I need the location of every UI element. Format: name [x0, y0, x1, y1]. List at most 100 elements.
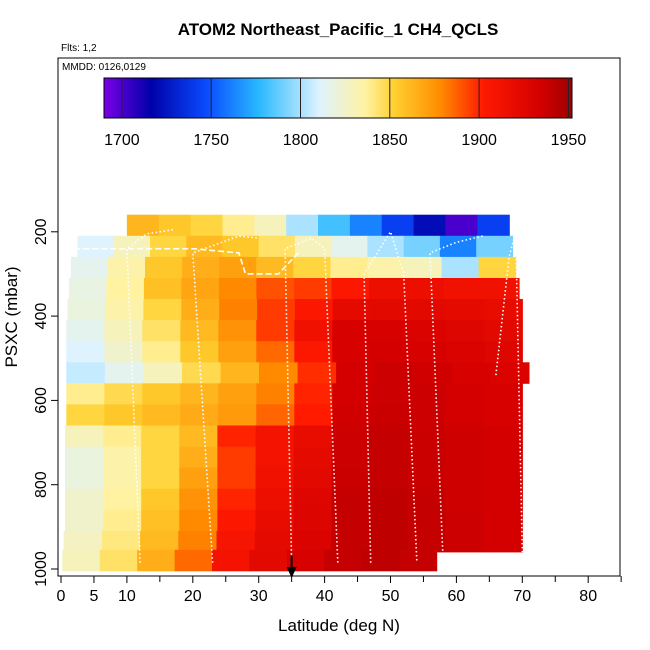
colorbar-gradient: [103, 77, 573, 119]
heat-cell: [255, 488, 295, 511]
heat-cell: [331, 509, 371, 532]
heat-cell: [331, 530, 370, 553]
track-line: [191, 235, 259, 563]
flights-label: Flts: 1,2: [61, 43, 97, 54]
heat-cell: [106, 278, 145, 300]
colorbar: 1700 1750 1800 1850 1900 1950: [103, 77, 586, 149]
heat-cell: [99, 549, 138, 572]
heat-cell: [65, 467, 104, 490]
heat-cell: [108, 256, 146, 279]
heat-cell: [126, 214, 160, 237]
heat-cell: [216, 530, 256, 553]
heat-cell: [218, 320, 257, 342]
heat-cell: [478, 256, 517, 279]
y-tick-label: 400: [33, 303, 50, 330]
heat-cell: [367, 235, 405, 258]
heat-cell: [446, 446, 485, 469]
heat-cell: [137, 549, 176, 572]
heat-cell: [66, 404, 105, 426]
heat-cell: [141, 425, 180, 447]
track-line: [126, 228, 174, 563]
heat-cell: [142, 404, 181, 426]
heat-cell: [293, 425, 333, 447]
heat-cell: [408, 488, 447, 511]
heat-cell: [413, 214, 447, 237]
x-tick-label: 40: [316, 588, 334, 605]
heat-cell: [68, 278, 107, 300]
heat-cell: [255, 425, 295, 447]
heat-cell: [408, 341, 447, 363]
heat-cell: [331, 467, 371, 490]
heat-cell: [293, 509, 333, 532]
heat-cell: [332, 299, 372, 321]
heat-cell: [258, 235, 296, 258]
heat-cell: [324, 549, 363, 572]
heat-cell: [369, 509, 409, 532]
heat-cell: [332, 341, 371, 363]
heat-cell: [62, 549, 101, 572]
track-line: [74, 247, 299, 275]
heat-cell: [181, 299, 220, 321]
heat-cell: [370, 299, 410, 321]
latitude-marker: [286, 556, 297, 578]
heat-cell: [65, 488, 104, 511]
heat-cell: [370, 383, 409, 405]
heat-cell: [179, 446, 218, 469]
heat-cell: [103, 467, 142, 490]
y-tick-label: 600: [33, 387, 50, 414]
y-axis-label: PSXC (mbar): [2, 266, 21, 367]
heat-cell: [256, 320, 295, 342]
heat-cell: [113, 235, 151, 258]
heat-cell: [481, 278, 520, 300]
y-tick-label: 200: [33, 218, 50, 245]
heat-cell: [179, 488, 218, 511]
heat-cell: [446, 383, 485, 405]
heat-cell: [332, 320, 371, 342]
heat-cell: [217, 425, 257, 447]
heat-cell: [180, 320, 219, 342]
heat-cell: [255, 509, 295, 532]
colorbar-tick-label: 1850: [372, 132, 408, 149]
heat-cell: [143, 278, 182, 300]
heat-cell: [484, 425, 523, 447]
heat-cell: [66, 320, 105, 342]
heat-cell: [219, 299, 258, 321]
heat-cell: [294, 299, 334, 321]
heat-cell: [179, 509, 218, 532]
heat-cell: [249, 549, 288, 572]
heat-cell: [181, 362, 222, 384]
heat-cell: [143, 299, 182, 321]
heat-cell: [369, 467, 409, 490]
heat-cell: [484, 383, 523, 405]
heat-cell: [484, 320, 523, 342]
heat-cell: [294, 404, 333, 426]
heat-cell: [256, 341, 295, 363]
heat-cell: [294, 383, 333, 405]
heat-cell: [476, 235, 513, 258]
heat-cell: [259, 362, 299, 384]
heat-cell: [349, 214, 383, 237]
heat-cell: [293, 488, 333, 511]
heat-cell: [286, 549, 325, 572]
heat-cell: [220, 362, 260, 384]
heat-cell: [318, 214, 351, 237]
heat-cell: [445, 530, 485, 553]
heat-cell: [180, 383, 219, 405]
colorbar-tick-label: 1750: [193, 132, 229, 149]
heat-cell: [286, 214, 319, 237]
heat-cell: [446, 488, 485, 511]
heat-cell: [374, 362, 414, 384]
chart-title: ATOM2 Northeast_Pacific_1 CH4_QCLS: [178, 20, 499, 39]
x-tick-label: 80: [579, 588, 597, 605]
heat-cell: [407, 530, 447, 553]
heat-cell: [67, 299, 107, 321]
heat-cell: [484, 404, 523, 426]
heat-cell: [217, 488, 257, 511]
heat-cell: [104, 404, 143, 426]
heat-cell: [369, 530, 409, 553]
heat-cell: [408, 467, 447, 490]
heat-cell: [294, 320, 333, 342]
heat-cell: [369, 278, 408, 300]
heat-cell: [217, 509, 257, 532]
heat-cell: [294, 341, 333, 363]
